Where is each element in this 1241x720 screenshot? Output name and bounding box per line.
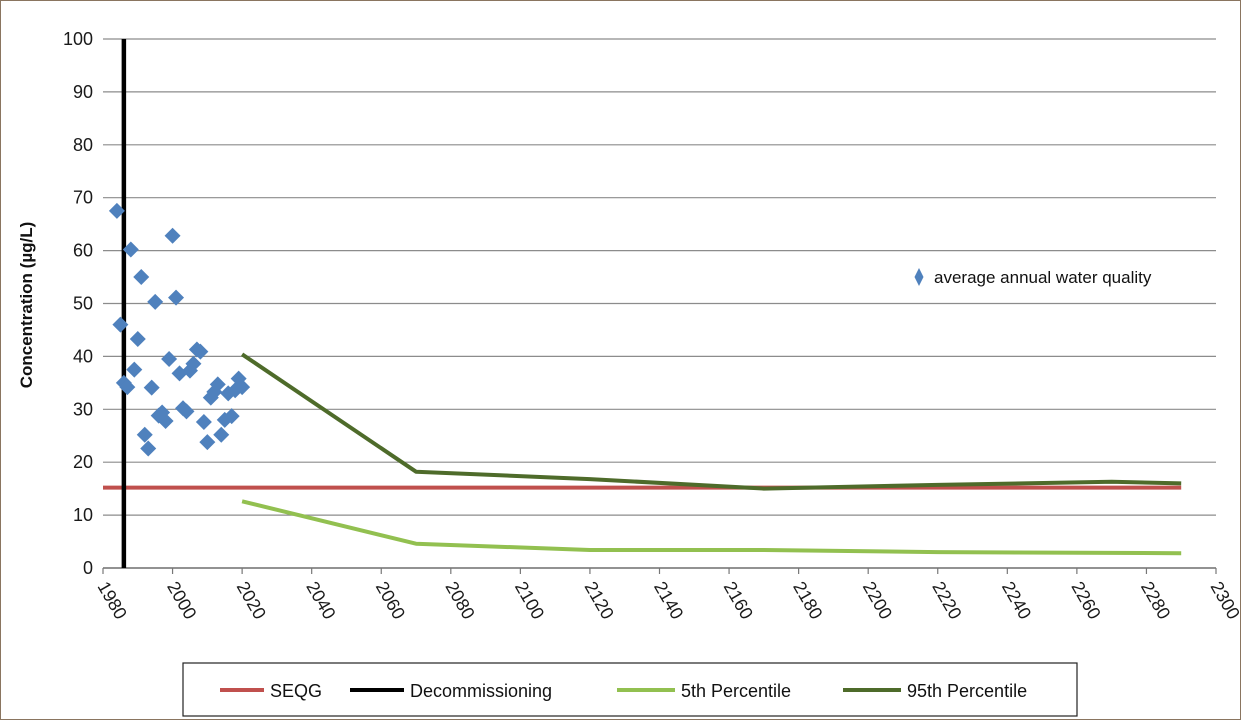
x-tick-label: 2080 bbox=[441, 578, 478, 623]
y-tick-label: 40 bbox=[73, 346, 93, 366]
data-point bbox=[209, 376, 226, 393]
y-tick-label: 10 bbox=[73, 505, 93, 525]
x-tick-label: 2300 bbox=[1207, 578, 1241, 623]
y-tick-label: 60 bbox=[73, 241, 93, 261]
y-tick-label: 50 bbox=[73, 294, 93, 314]
x-tick-labels: 1980 2000 2020 2040 2060 2080 2100 2120 2140 2160… bbox=[94, 568, 1241, 623]
data-point bbox=[161, 351, 178, 368]
data-point bbox=[199, 434, 216, 451]
y-tick-labels: 0 10 20 30 40 50 60 70 80 90 100 bbox=[63, 29, 93, 578]
legend-label: Decommissioning bbox=[410, 681, 552, 701]
x-tick-label: 2000 bbox=[163, 578, 200, 623]
data-point bbox=[126, 361, 143, 378]
x-tick-label: 2020 bbox=[233, 578, 270, 623]
data-point bbox=[129, 330, 146, 347]
x-tick-label: 2140 bbox=[650, 578, 687, 623]
legend-label: 95th Percentile bbox=[907, 681, 1027, 701]
x-tick-label: 2120 bbox=[580, 578, 617, 623]
x-tick-label: 2240 bbox=[998, 578, 1035, 623]
x-tick-label: 2160 bbox=[720, 578, 757, 623]
legend-label: SEQG bbox=[270, 681, 322, 701]
data-point bbox=[185, 355, 202, 372]
y-axis-label: Concentration (µg/L) bbox=[17, 222, 36, 389]
legend-label: 5th Percentile bbox=[681, 681, 791, 701]
y-tick-label: 90 bbox=[73, 82, 93, 102]
x-tick-label: 2260 bbox=[1067, 578, 1104, 623]
data-point bbox=[157, 412, 174, 429]
y-tick-label: 30 bbox=[73, 399, 93, 419]
data-point bbox=[223, 408, 240, 425]
data-point bbox=[178, 403, 195, 420]
annotation: average annual water quality bbox=[914, 268, 1152, 287]
data-point bbox=[140, 440, 157, 457]
data-point bbox=[108, 202, 125, 219]
data-point bbox=[119, 379, 136, 396]
legend: SEQG Decommissioning 5th Percentile 95th Pe… bbox=[182, 662, 1078, 717]
data-point bbox=[147, 293, 164, 310]
x-tick-label: 2040 bbox=[302, 578, 339, 623]
y-tick-label: 80 bbox=[73, 135, 93, 155]
series-line-95th-percentile bbox=[240, 352, 1182, 491]
data-point bbox=[213, 426, 230, 443]
x-tick-label: 1980 bbox=[94, 578, 131, 623]
data-point bbox=[234, 379, 251, 396]
x-tick-label: 2280 bbox=[1137, 578, 1174, 623]
data-point bbox=[112, 316, 129, 333]
series-line-5th-percentile bbox=[241, 499, 1182, 556]
x-tick-label: 2060 bbox=[372, 578, 409, 623]
annotation-text: average annual water quality bbox=[934, 268, 1152, 287]
data-point bbox=[122, 241, 139, 258]
data-point bbox=[168, 289, 185, 306]
data-point bbox=[192, 343, 209, 360]
y-tick-label: 100 bbox=[63, 29, 93, 49]
y-tick-label: 20 bbox=[73, 452, 93, 472]
series-layer bbox=[103, 39, 1182, 568]
data-point bbox=[136, 426, 153, 443]
data-point bbox=[195, 413, 212, 430]
x-tick-label: 2180 bbox=[789, 578, 826, 623]
annotation-marker-icon bbox=[914, 268, 924, 286]
y-tick-label: 0 bbox=[83, 558, 93, 578]
x-tick-label: 2220 bbox=[928, 578, 965, 623]
data-point bbox=[143, 379, 160, 396]
data-point bbox=[164, 227, 181, 244]
x-tick-label: 2100 bbox=[511, 578, 548, 623]
data-point bbox=[133, 269, 150, 286]
x-tick-label: 2200 bbox=[859, 578, 896, 623]
y-tick-label: 70 bbox=[73, 188, 93, 208]
